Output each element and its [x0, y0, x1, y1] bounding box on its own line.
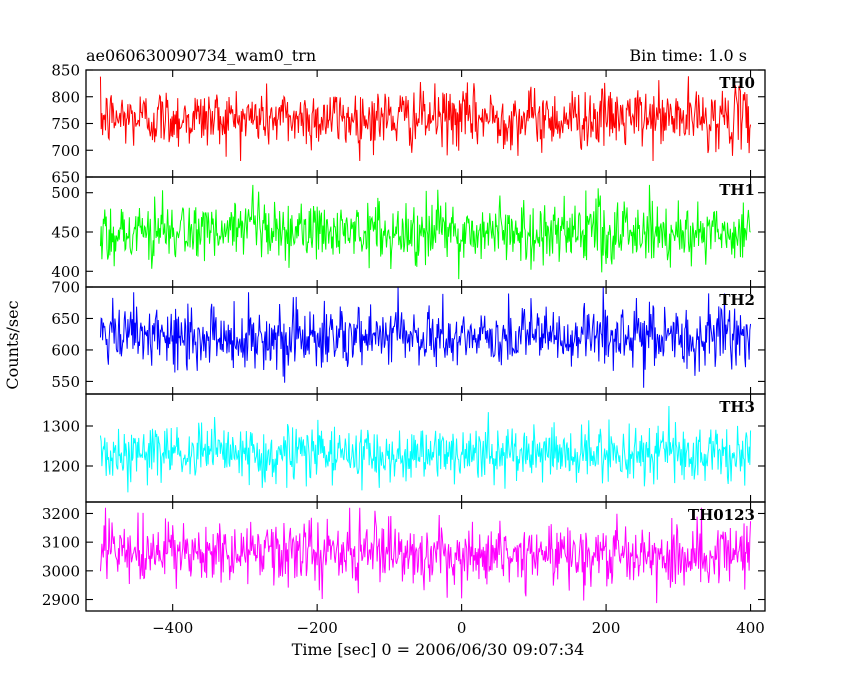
- y-tick-label: 3200: [42, 505, 80, 523]
- y-tick-label: 1200: [42, 458, 80, 476]
- y-tick-label: 400: [51, 263, 80, 281]
- panel-th1: 400 450 500 TH1: [51, 176, 766, 288]
- y-tick-label: 700: [51, 142, 80, 160]
- panel-th2: 550 600 650 700 TH2: [51, 279, 766, 395]
- panel-label: TH0: [719, 74, 755, 92]
- y-tick-label: 800: [51, 88, 80, 106]
- x-tick-label: 200: [592, 619, 621, 637]
- y-tick-label: 650: [51, 310, 80, 328]
- series-line-th2: [99, 286, 752, 388]
- y-tick-label: 1300: [42, 418, 80, 436]
- y-tick-label: 750: [51, 115, 80, 133]
- y-axis-label: Counts/sec: [3, 300, 22, 389]
- y-tick-label: 650: [51, 169, 80, 187]
- panel-label: TH2: [719, 291, 755, 309]
- chart-title: ae060630090734_wam0_trn: [86, 46, 316, 65]
- series-line-th0123: [99, 507, 752, 604]
- panel-frame: [85, 501, 766, 612]
- y-tick-label: 2900: [42, 591, 80, 609]
- panel-label: TH1: [719, 181, 755, 199]
- y-tick-label: 3000: [42, 562, 80, 580]
- y-tick-label: 3100: [42, 534, 80, 552]
- series-line-th3: [99, 405, 752, 493]
- y-tick-label: 700: [51, 279, 80, 297]
- y-tick-label: 600: [51, 341, 80, 359]
- y-tick-label: 500: [51, 184, 80, 202]
- panel-label: TH3: [719, 398, 755, 416]
- x-tick-label: 400: [736, 619, 765, 637]
- x-axis-label: Time [sec] 0 = 2006/06/30 09:07:34: [292, 640, 585, 659]
- panel-th3: 1200 1300 TH3: [42, 393, 766, 503]
- x-tick-label: −400: [152, 619, 193, 637]
- y-tick-label: 550: [51, 373, 80, 391]
- y-tick-label: 450: [51, 224, 80, 242]
- y-tick-label: 850: [51, 62, 80, 80]
- series-line-th1: [99, 184, 751, 280]
- panel-label: TH0123: [688, 506, 755, 524]
- panel-th0: 650 700 750 800 850 TH0: [51, 62, 766, 187]
- panel-th0123: 2900 3000 3100 3200 TH0123: [42, 501, 766, 612]
- x-tick-label: −200: [297, 619, 338, 637]
- series-line-th0: [99, 76, 752, 161]
- bin-time-label: Bin time: 1.0 s: [629, 46, 747, 65]
- x-tick-label: 0: [457, 619, 467, 637]
- panels-group: 650 700 750 800 850 TH0 400 450 500 TH1 550 600 650 7…: [42, 62, 766, 637]
